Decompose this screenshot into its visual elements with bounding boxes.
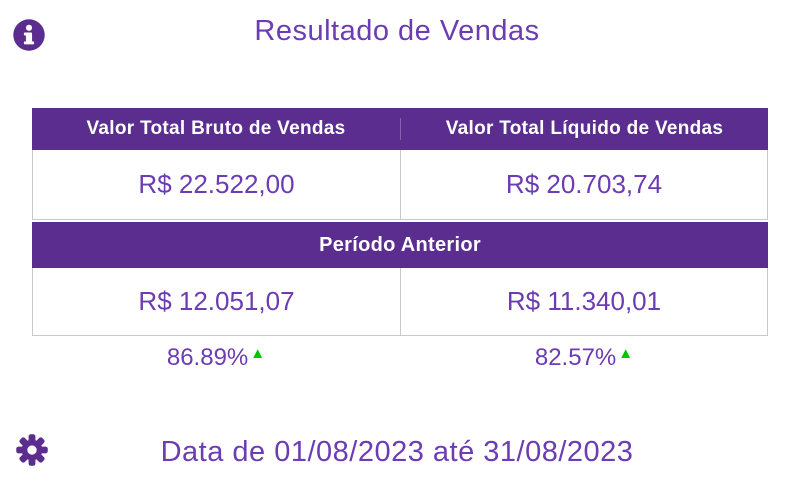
info-icon (12, 19, 46, 55)
gear-icon (14, 434, 50, 471)
date-range-label: Data de 01/08/2023 até 31/08/2023 (160, 436, 634, 468)
current-values-row: R$ 22.522,00 R$ 20.703,74 (32, 150, 768, 220)
table-header-row: Valor Total Bruto de Vendas Valor Total … (32, 108, 768, 150)
page-title: Resultado de Vendas (254, 15, 540, 47)
col-header-gross: Valor Total Bruto de Vendas (86, 118, 346, 139)
previous-period-header: Período Anterior (32, 222, 768, 268)
sales-table: Valor Total Bruto de Vendas Valor Total … (32, 108, 768, 336)
current-net-value: R$ 20.703,74 (400, 150, 767, 219)
gross-growth-percent: 86.89% ▲ (32, 344, 400, 372)
previous-values-row: R$ 12.051,07 R$ 11.340,01 (32, 268, 768, 336)
col-header-net: Valor Total Líquido de Vendas (400, 118, 768, 140)
settings-button[interactable] (14, 432, 50, 468)
net-growth-value: 82.57% (534, 344, 617, 371)
current-gross-value: R$ 22.522,00 (138, 169, 295, 199)
info-button[interactable] (12, 18, 46, 52)
up-arrow-icon: ▲ (618, 345, 634, 362)
gross-growth-value: 86.89% (166, 344, 249, 371)
net-growth-percent: 82.57% ▲ (400, 344, 768, 372)
up-arrow-icon: ▲ (250, 345, 266, 362)
growth-row: 86.89% ▲ 82.57% ▲ (32, 344, 768, 372)
previous-gross-value: R$ 12.051,07 (138, 286, 295, 316)
previous-net-value: R$ 11.340,01 (400, 268, 767, 335)
